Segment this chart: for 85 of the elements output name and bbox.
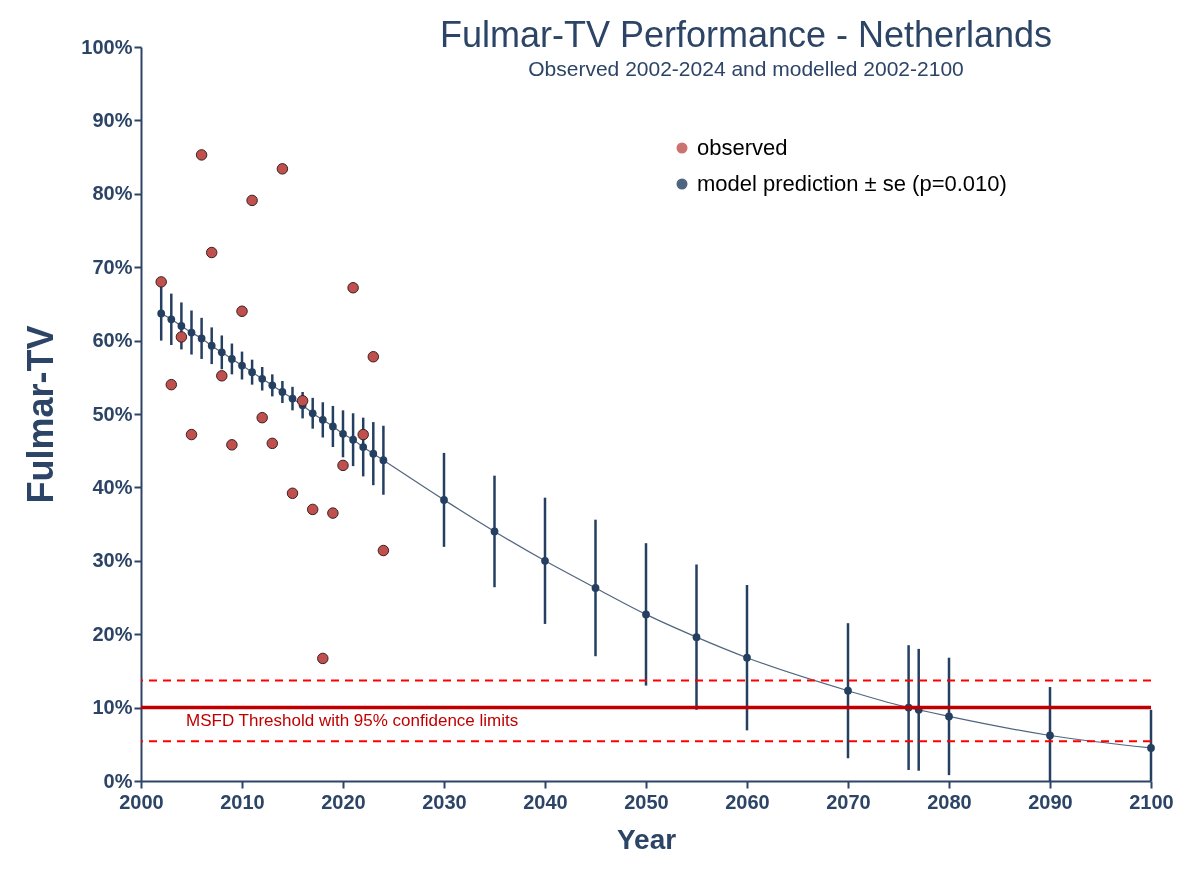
point (308, 409, 317, 418)
point (177, 322, 186, 330)
point (217, 348, 226, 357)
y-tick-label: 10% (92, 696, 133, 719)
y-tick-label: 90% (92, 108, 133, 131)
y-tick-label: 50% (92, 402, 133, 425)
legend-label: model prediction ± se (p=0.010) (697, 171, 1007, 196)
y-tick-label: 100% (81, 35, 133, 58)
x-tick-label: 2020 (321, 790, 366, 813)
point (165, 378, 178, 391)
x-tick-label: 2090 (1028, 790, 1073, 813)
point (440, 496, 448, 504)
point (692, 633, 701, 641)
x-tick-label: 2040 (523, 790, 568, 813)
chart-title: Fulmar-TV Performance - Netherlands (439, 14, 1053, 55)
x-tick-label: 2050 (624, 790, 669, 813)
point (541, 556, 549, 565)
point (347, 282, 359, 294)
point (278, 388, 287, 396)
point (306, 503, 319, 516)
point (377, 544, 390, 557)
point (288, 394, 297, 403)
y-tick-label: 40% (92, 475, 133, 498)
point (195, 149, 208, 161)
point (246, 194, 258, 207)
point (157, 309, 166, 318)
x-tick-label: 2010 (220, 790, 265, 813)
x-tick-label: 2100 (1129, 790, 1174, 813)
text: Observed 2002-2024 and modelled 2002-2100 (528, 57, 964, 80)
point (155, 276, 167, 288)
point (205, 246, 218, 259)
point (743, 653, 751, 662)
point (167, 315, 176, 324)
point (258, 374, 267, 383)
point (945, 712, 953, 721)
point (238, 361, 246, 370)
point (226, 439, 238, 451)
point (379, 456, 388, 465)
y-tick-label: 0% (103, 769, 133, 792)
point (327, 507, 339, 519)
point (256, 411, 268, 424)
point (339, 429, 347, 438)
point (349, 435, 357, 444)
point (207, 341, 216, 350)
point (286, 487, 299, 500)
point (248, 368, 256, 377)
point (228, 355, 236, 363)
x-tick-label: 2060 (725, 790, 770, 813)
x-tick-label: 2030 (422, 790, 467, 813)
y-tick-label: 30% (92, 549, 133, 572)
point (276, 163, 289, 175)
ref-line-label: MSFD Threshold with 95% confidence limits (186, 710, 519, 730)
point (197, 334, 206, 343)
point (359, 443, 368, 451)
x-tick-label: 2070 (826, 790, 871, 813)
point (591, 584, 600, 592)
point (357, 428, 369, 441)
y-tick-label: 60% (92, 329, 133, 352)
point (236, 305, 248, 317)
point (268, 381, 277, 390)
point (317, 652, 329, 665)
point (216, 370, 228, 382)
y-axis-title: Fulmar-TV (20, 325, 62, 504)
point (329, 422, 337, 431)
point (490, 527, 499, 536)
point (642, 610, 650, 619)
x-tick-label: 2080 (927, 790, 972, 813)
y-tick-label: 80% (92, 182, 133, 205)
point (1046, 731, 1054, 740)
point (1147, 744, 1155, 752)
x-axis-title: Year (616, 823, 677, 855)
x-tick-label: 2000 (119, 790, 164, 813)
y-tick-label: 70% (92, 255, 133, 278)
point (337, 459, 349, 472)
point (369, 449, 378, 458)
point (296, 395, 309, 407)
point (185, 428, 198, 441)
legend-label: observed (697, 135, 788, 160)
point (844, 686, 852, 695)
point (175, 331, 188, 343)
point (367, 351, 380, 363)
point (187, 328, 196, 337)
y-tick-label: 20% (92, 622, 133, 645)
point (266, 437, 279, 450)
point (318, 416, 327, 424)
